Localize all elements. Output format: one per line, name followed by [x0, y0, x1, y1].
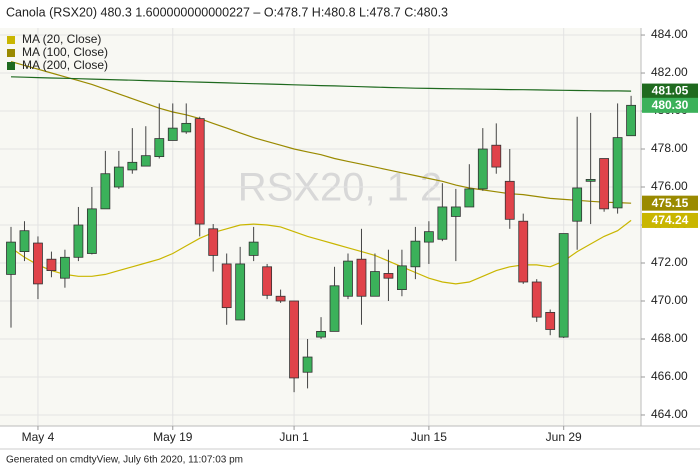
y-tick-label: 470.00 — [651, 293, 688, 307]
candle-body — [194, 118, 205, 225]
candle-body — [86, 208, 97, 254]
candle-body — [599, 158, 610, 210]
candle-body — [423, 231, 434, 243]
candle-body — [531, 281, 542, 318]
candle-body — [370, 271, 380, 297]
legend-swatch — [7, 49, 15, 57]
legend-label: MA (200, Close) — [22, 58, 108, 72]
candle-body — [302, 356, 313, 373]
price-label-box — [642, 97, 698, 113]
watermark: RSX20, 1 2 — [238, 166, 443, 210]
header — [0, 0, 700, 27]
price-label: 480.30 — [652, 98, 689, 112]
candle-body — [248, 241, 259, 256]
legend-swatch — [7, 36, 15, 44]
candle-body — [356, 258, 367, 297]
candle-body — [208, 228, 219, 256]
candle-body — [167, 127, 178, 141]
candle-body — [504, 180, 515, 220]
legend-label: MA (20, Close) — [22, 32, 101, 46]
candle-body — [383, 273, 394, 279]
candle-body — [545, 311, 556, 330]
x-tick-label: Jun 1 — [279, 430, 309, 444]
price-label: 481.05 — [652, 84, 689, 98]
price-label: 475.15 — [652, 196, 689, 210]
candle-body — [397, 265, 407, 290]
candle-body — [437, 206, 448, 240]
plot-area — [0, 28, 641, 426]
y-tick-label: 466.00 — [651, 369, 688, 383]
candle-body — [464, 188, 475, 208]
candle-body — [275, 295, 286, 302]
y-tick-label: 464.00 — [651, 407, 688, 421]
x-tick-label: Jun 15 — [411, 430, 447, 444]
price-label-box — [642, 83, 698, 99]
x-tick-label: May 19 — [153, 430, 193, 444]
candle-body — [100, 173, 111, 210]
candle-body — [33, 242, 43, 285]
y-tick-label: 484.00 — [651, 27, 688, 41]
ma-line — [10, 61, 632, 204]
candle-body — [221, 263, 232, 309]
candle-body — [181, 122, 192, 133]
y-tick-label: 478.00 — [651, 141, 688, 155]
candle-body — [612, 137, 623, 209]
candle-body — [343, 260, 353, 297]
candle-body — [140, 155, 151, 167]
legend-label: MA (100, Close) — [22, 45, 108, 59]
ma-line — [10, 76, 632, 92]
y-tick-label: 472.00 — [651, 255, 688, 269]
candle-body — [316, 330, 326, 338]
price-label: 474.24 — [652, 213, 689, 227]
candle-body — [127, 161, 138, 171]
y-tick-label: 476.00 — [651, 179, 688, 193]
candle-body — [235, 263, 246, 321]
y-tick-label: 468.00 — [651, 331, 688, 345]
legend-swatch — [7, 62, 15, 70]
candle-body — [572, 187, 583, 222]
candle-body — [262, 266, 273, 296]
candle-body — [60, 256, 70, 279]
candle-body — [19, 230, 30, 253]
candle-body — [558, 233, 569, 338]
candle-body — [585, 179, 596, 182]
candle-body — [450, 206, 461, 217]
chart-title: Canola (RSX20) 480.3 1.600000000000227 –… — [6, 5, 448, 19]
candle-body — [154, 138, 165, 158]
candle-body — [6, 241, 16, 275]
candle-body — [73, 224, 84, 258]
candle-body — [491, 144, 502, 168]
candle-body — [410, 240, 421, 268]
y-tick-label: 482.00 — [651, 65, 688, 79]
candle-body — [626, 104, 636, 137]
price-label-box — [642, 195, 698, 211]
footer: Generated on cmdtyView, July 6th 2020, 1… — [6, 455, 243, 466]
candle-body — [477, 148, 488, 190]
x-tick-label: May 4 — [22, 430, 55, 444]
candle-body — [329, 285, 340, 332]
x-tick-label: Jun 29 — [546, 430, 582, 444]
price-label-box — [642, 212, 698, 228]
candle-body — [46, 258, 57, 271]
candle-body — [518, 220, 529, 283]
candle-body — [289, 300, 299, 379]
candle-body — [113, 166, 124, 188]
